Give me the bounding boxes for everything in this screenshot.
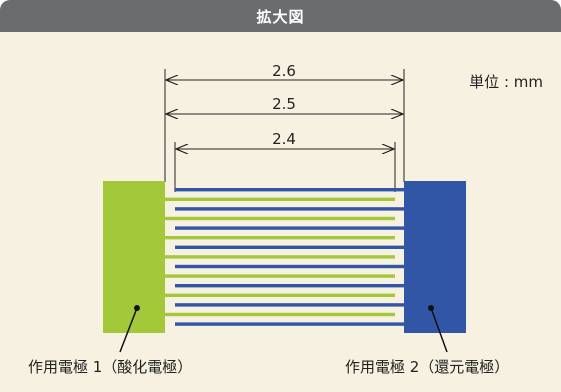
panel-title: 拡大図: [256, 7, 305, 26]
unit-label: 単位 : mm: [469, 73, 543, 91]
right-leader: [428, 305, 448, 353]
blue-finger: [175, 207, 405, 211]
dimension-label: 2.5: [272, 95, 296, 113]
blue-finger: [175, 284, 405, 288]
dimension-2-6: 2.6: [166, 62, 403, 80]
dimension-2-5: 2.5: [166, 95, 403, 114]
blue-finger: [175, 322, 405, 326]
blue-finger: [175, 188, 405, 192]
panel-header: 拡大図: [0, 0, 561, 32]
blue-finger: [175, 303, 405, 307]
left-leader: [119, 305, 140, 353]
electrode-diagram: 単位 : mm 2.6 2.5 2.4: [28, 62, 543, 376]
green-finger: [164, 236, 395, 240]
interdigitated-fingers: [164, 188, 405, 326]
green-finger: [164, 216, 395, 221]
green-finger: [164, 274, 395, 278]
blue-finger: [175, 245, 405, 249]
left-electrode-pad: [103, 181, 165, 333]
right-electrode-pad: [404, 181, 466, 333]
green-finger: [164, 312, 395, 317]
blue-finger: [175, 264, 405, 269]
green-finger: [164, 197, 395, 201]
green-finger: [164, 255, 395, 259]
dimension-2-4: 2.4: [176, 130, 394, 149]
blue-finger: [175, 226, 405, 230]
right-electrode-label: 作用電極 2（還元電極）: [345, 358, 509, 376]
green-finger: [164, 293, 395, 297]
dimension-label: 2.4: [272, 130, 296, 148]
dimension-label: 2.6: [272, 62, 296, 80]
left-electrode-label: 作用電極 1（酸化電極）: [28, 358, 192, 376]
